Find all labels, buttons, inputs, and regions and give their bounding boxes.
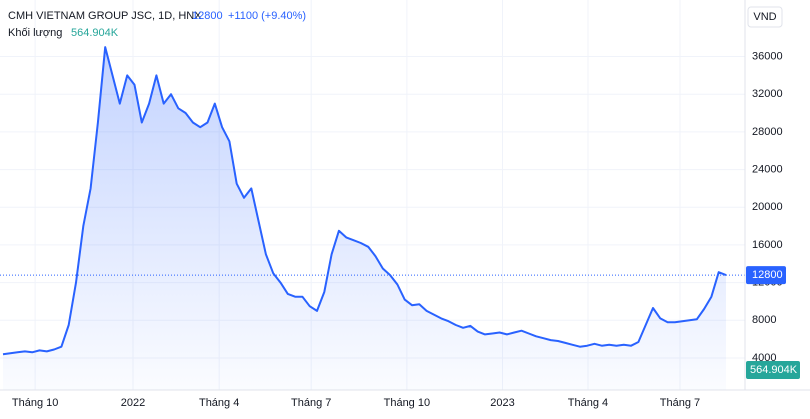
y-tick-label: 24000 — [752, 163, 783, 175]
volume-box — [746, 361, 800, 379]
y-tick-label: 16000 — [752, 239, 783, 251]
x-tick-label: Tháng 7 — [660, 397, 700, 409]
currency[interactable]: VND — [753, 11, 776, 23]
x-tick-label: Tháng 7 — [291, 397, 331, 409]
x-tick-label: Tháng 10 — [384, 397, 430, 409]
x-tick-label: 2022 — [121, 397, 145, 409]
y-tick-label: 36000 — [752, 50, 783, 62]
volume-box-label: 564.904K — [750, 364, 798, 376]
x-tick-label: Tháng 4 — [568, 397, 608, 409]
area-fill — [3, 47, 726, 390]
x-tick-label: 2023 — [490, 397, 514, 409]
y-tick-label: 32000 — [752, 88, 783, 100]
last-price-label: 12800 — [752, 269, 783, 281]
price: 12800 — [192, 10, 223, 22]
x-tick-label: Tháng 10 — [12, 397, 58, 409]
volume-label: Khối lượng — [8, 27, 62, 39]
y-tick-label: 4000 — [752, 352, 776, 364]
volume: 564.904K — [71, 27, 119, 39]
y-tick-label: 8000 — [752, 314, 776, 326]
last-price-box — [746, 266, 786, 285]
x-tick-label: Tháng 4 — [199, 397, 239, 409]
y-tick-label: 28000 — [752, 126, 783, 138]
chart-title: CMH VIETNAM GROUP JSC, 1D, HNX — [8, 10, 202, 22]
change: +1100 (+9.40%) — [228, 10, 306, 22]
currency-button[interactable] — [747, 6, 783, 28]
price-line — [2, 46, 727, 356]
y-tick-label: 20000 — [752, 201, 783, 213]
